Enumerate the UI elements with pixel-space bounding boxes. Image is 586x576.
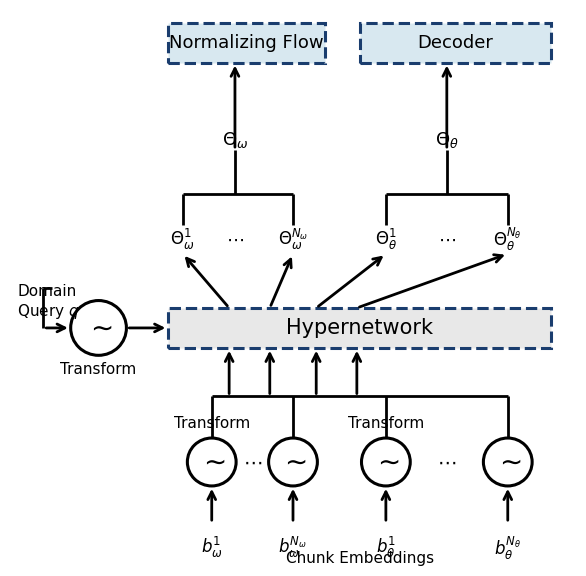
Text: $\Theta^{N_\omega}_{\omega}$: $\Theta^{N_\omega}_{\omega}$ bbox=[278, 227, 308, 252]
FancyBboxPatch shape bbox=[360, 22, 551, 63]
Text: Decoder: Decoder bbox=[418, 34, 493, 52]
Text: $\Theta_{\theta}$: $\Theta_{\theta}$ bbox=[435, 130, 459, 150]
Text: $b^1_{\theta}$: $b^1_{\theta}$ bbox=[376, 535, 396, 559]
Text: Hypernetwork: Hypernetwork bbox=[286, 318, 433, 338]
Text: $\cdots$: $\cdots$ bbox=[226, 230, 244, 248]
Text: $b^{N_\omega}_{\omega}$: $b^{N_\omega}_{\omega}$ bbox=[278, 535, 308, 559]
Text: $\Theta^1_{\omega}$: $\Theta^1_{\omega}$ bbox=[171, 227, 195, 252]
Text: $\Theta^1_{\theta}$: $\Theta^1_{\theta}$ bbox=[375, 227, 397, 252]
Text: $\cdots$: $\cdots$ bbox=[243, 453, 262, 472]
Text: Transform: Transform bbox=[60, 362, 137, 377]
FancyBboxPatch shape bbox=[168, 308, 551, 348]
Text: Chunk Embeddings: Chunk Embeddings bbox=[286, 551, 434, 566]
FancyBboxPatch shape bbox=[168, 22, 325, 63]
Text: Transform: Transform bbox=[173, 416, 250, 431]
Text: $\Theta^{N_\theta}_{\theta}$: $\Theta^{N_\theta}_{\theta}$ bbox=[493, 226, 522, 253]
Text: Transform: Transform bbox=[347, 416, 424, 431]
Text: $\cdots$: $\cdots$ bbox=[437, 453, 456, 472]
Text: $\sim$: $\sim$ bbox=[279, 448, 307, 476]
Text: $\cdots$: $\cdots$ bbox=[438, 230, 456, 248]
Text: $\Theta_{\omega}$: $\Theta_{\omega}$ bbox=[222, 130, 248, 150]
Text: $b^1_{\omega}$: $b^1_{\omega}$ bbox=[201, 535, 223, 559]
Text: $\sim$: $\sim$ bbox=[85, 314, 113, 342]
Text: Domain
Query $q$: Domain Query $q$ bbox=[18, 284, 80, 321]
Text: $\sim$: $\sim$ bbox=[198, 448, 226, 476]
Text: $\sim$: $\sim$ bbox=[372, 448, 400, 476]
Text: $b^{N_\theta}_{\theta}$: $b^{N_\theta}_{\theta}$ bbox=[494, 535, 522, 562]
Text: Normalizing Flow: Normalizing Flow bbox=[169, 34, 324, 52]
Text: $\sim$: $\sim$ bbox=[494, 448, 522, 476]
